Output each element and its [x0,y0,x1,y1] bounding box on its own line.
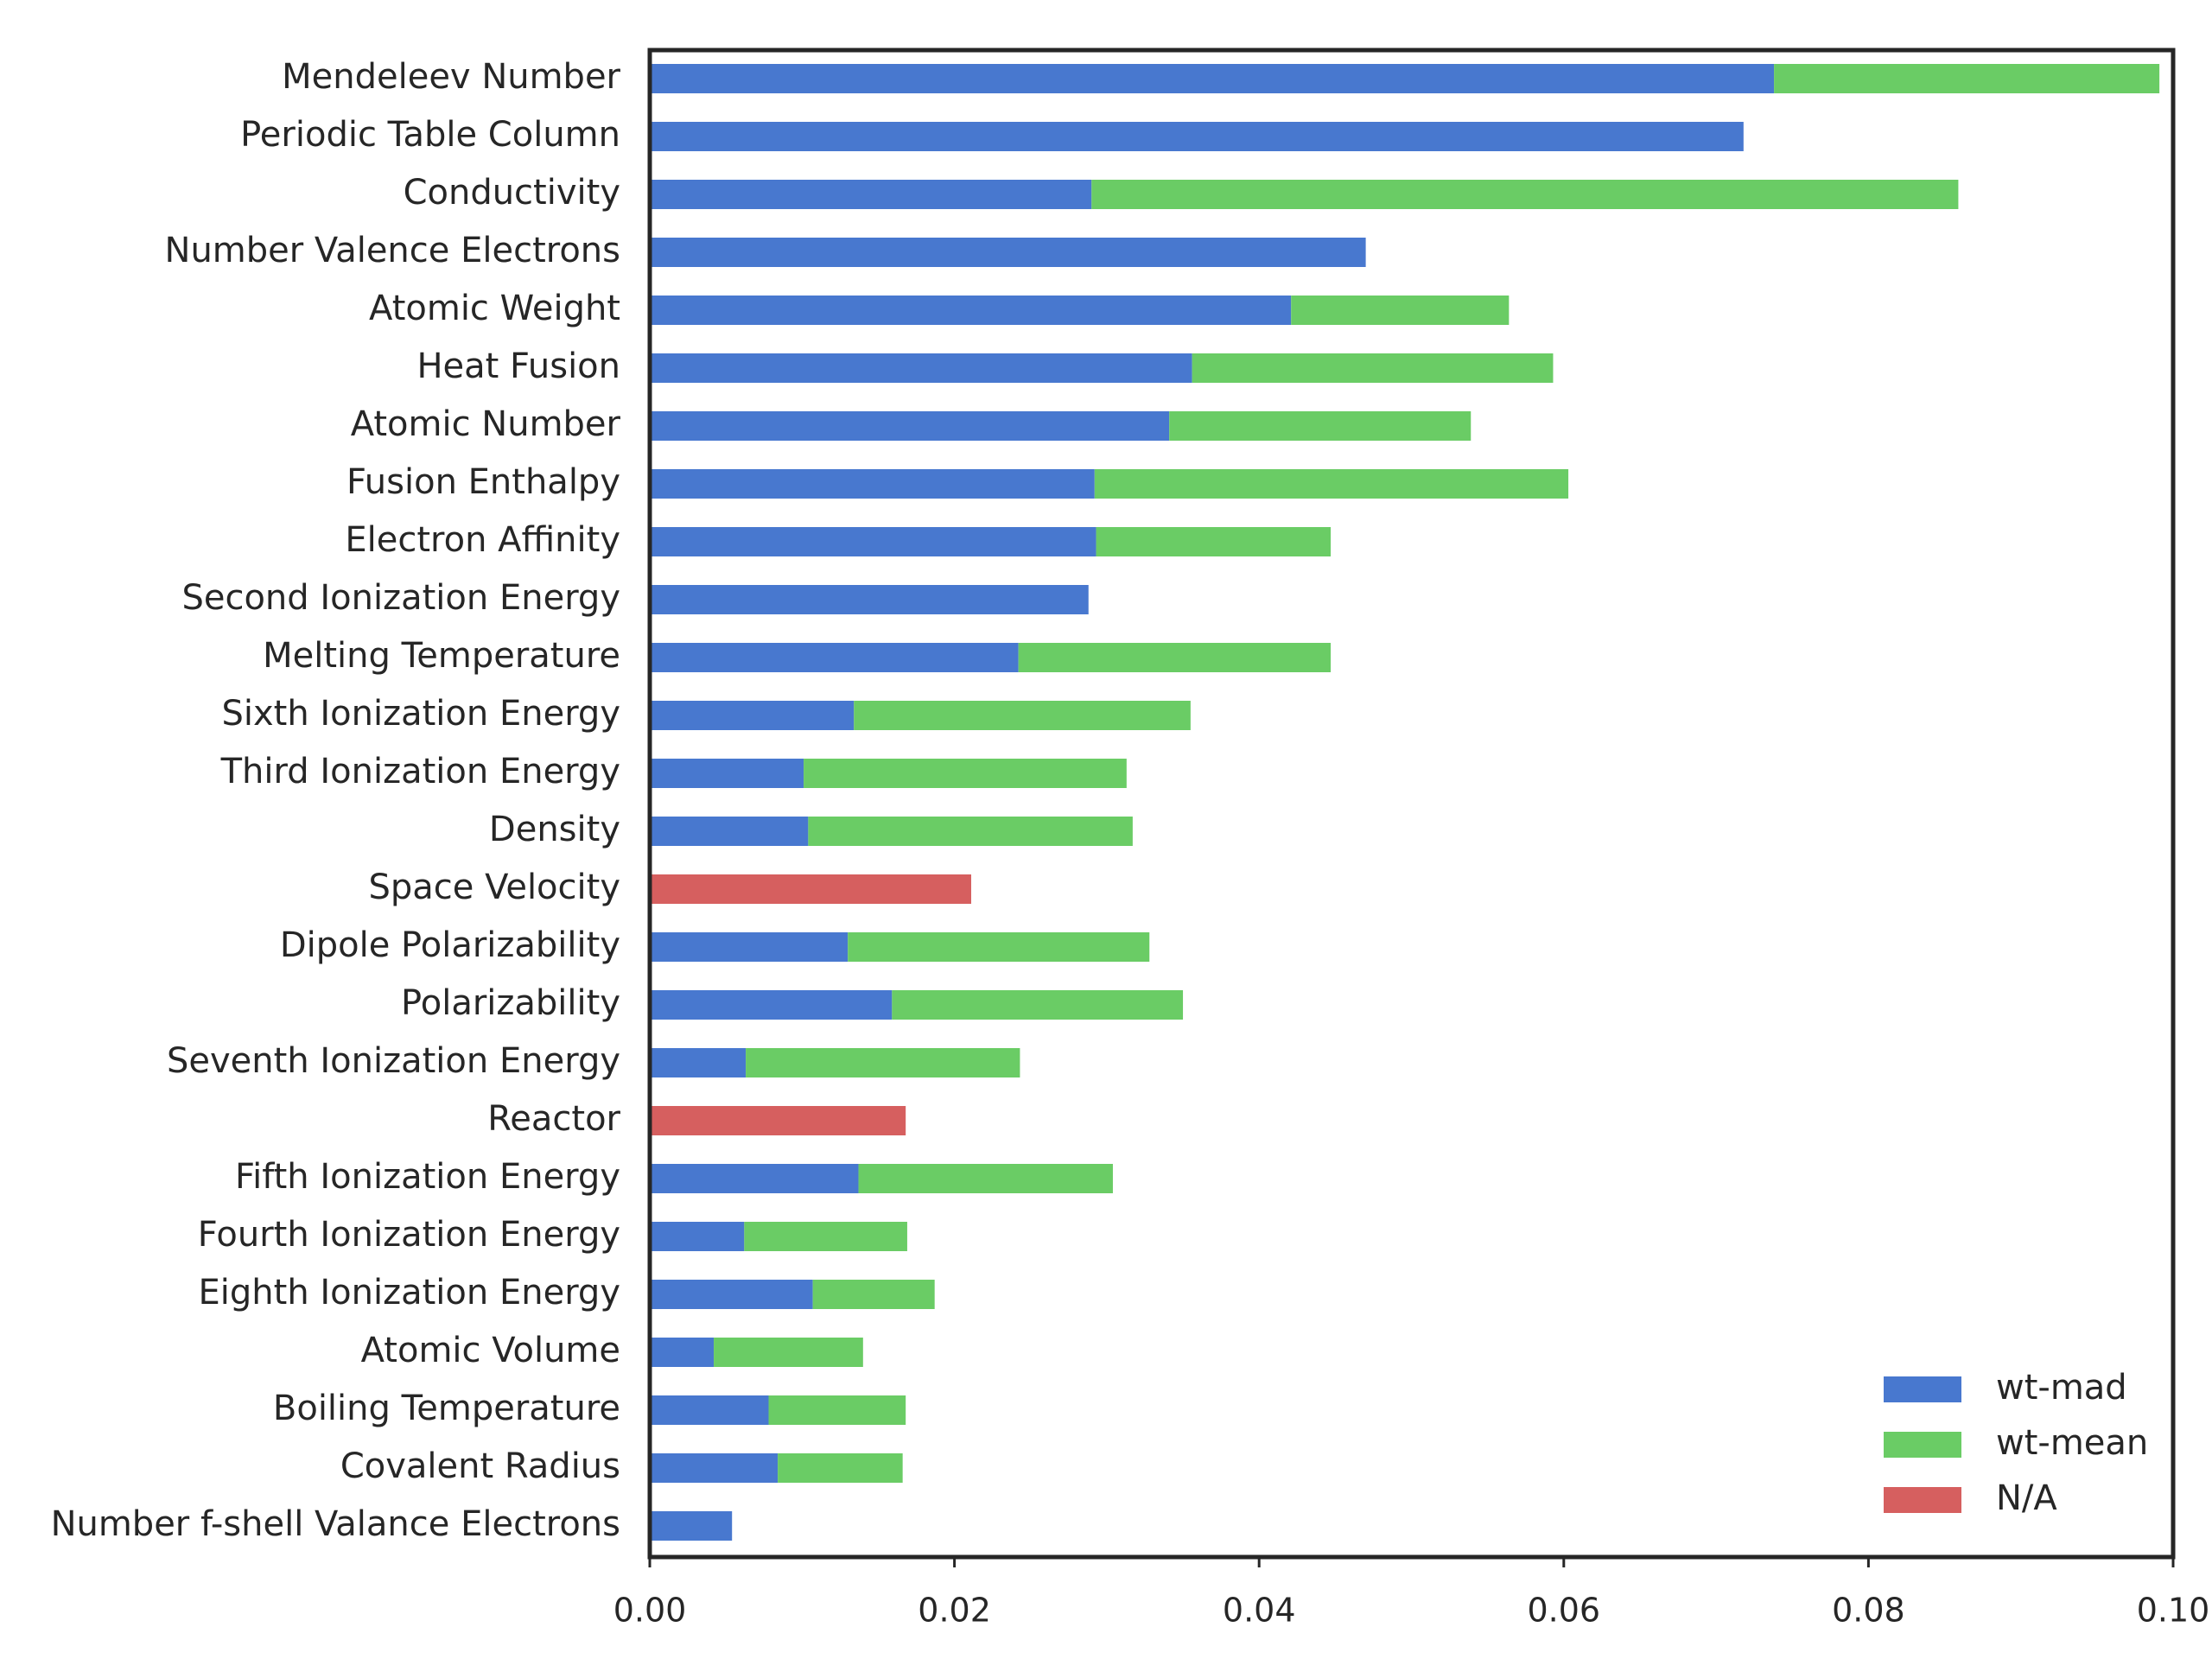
y-tick-label-atomic-volume: Atomic Volume [361,1331,620,1370]
bar-wt-mad-third-ionization-energy [650,759,804,788]
bar-wt-mad-sixth-ionization-energy [650,701,855,730]
x-tick-label: 0.00 [613,1592,687,1630]
bar-wt-mean-fusion-enthalpy [1094,469,1569,499]
legend-swatch-wt-mad [1884,1376,1961,1402]
legend-label-wt-mad: wt-mad [1996,1368,2127,1408]
bar-wt-mad-number-valence-electrons [650,238,1366,267]
legend-label-n-a: N/A [1996,1478,2057,1518]
bar-wt-mean-seventh-ionization-energy [746,1048,1020,1077]
bar-wt-mad-density [650,817,809,846]
x-tick-label: 0.02 [918,1592,991,1630]
bar-wt-mean-atomic-weight [1291,296,1510,325]
y-tick-label-fourth-ionization-energy: Fourth Ionization Energy [198,1215,620,1255]
x-ticks: 0.00 0.02 0.04 0.06 0.08 0.10 [613,1557,2210,1630]
bar-wt-mad-boiling-temperature [650,1395,769,1425]
bar-wt-mean-boiling-temperature [768,1395,906,1425]
bar-wt-mean-conductivity [1091,180,1959,209]
y-tick-label-melting-temperature: Melting Temperature [263,636,620,676]
legend-label-wt-mean: wt-mean [1996,1423,2148,1463]
bar-wt-mad-mendeleev-number [650,64,1775,93]
legend-swatch-wt-mean [1884,1432,1961,1458]
bar-wt-mean-eighth-ionization-energy [812,1280,935,1309]
y-tick-label-reactor: Reactor [487,1099,620,1139]
y-tick-labels: Mendeleev Number Periodic Table Column Con… [51,57,621,1544]
bar-wt-mean-sixth-ionization-energy [854,701,1191,730]
bar-wt-mean-atomic-volume [714,1338,863,1367]
plot-frame [647,48,2176,1560]
bar-wt-mad-fourth-ionization-energy [650,1222,745,1251]
y-tick-label-mendeleev-number: Mendeleev Number [282,57,620,97]
bar-wt-mad-number-f-shell-valance-electrons [650,1511,733,1541]
bar-wt-mean-atomic-number [1169,411,1471,441]
y-tick-label-boiling-temperature: Boiling Temperature [273,1389,620,1428]
x-tick-label: 0.06 [1527,1592,1600,1630]
bar-wt-mad-second-ionization-energy [650,585,1089,614]
bar-wt-mad-heat-fusion [650,353,1192,383]
bar-wt-mean-dipole-polarizability [848,932,1150,962]
y-tick-label-third-ionization-energy: Third Ionization Energy [220,752,620,791]
bars-layer [650,64,2160,1541]
bar-wt-mean-electron-affinity [1096,527,1332,556]
bar-wt-mean-density [808,817,1133,846]
bar-wt-mad-atomic-weight [650,296,1292,325]
bar-wt-mad-melting-temperature [650,643,1019,672]
y-tick-label-fusion-enthalpy: Fusion Enthalpy [346,462,620,502]
y-tick-label-number-valence-electrons: Number Valence Electrons [165,231,620,270]
y-tick-label-number-f-shell-valance-electrons: Number f-shell Valance Electrons [51,1504,620,1544]
y-tick-label-heat-fusion: Heat Fusion [416,346,620,386]
bar-wt-mad-covalent-radius [650,1453,779,1483]
y-tick-label-second-ionization-energy: Second Ionization Energy [181,578,620,618]
y-tick-label-polarizability: Polarizability [401,983,620,1023]
bar-wt-mean-heat-fusion [1192,353,1554,383]
bar-wt-mad-seventh-ionization-energy [650,1048,747,1077]
bar-wt-mean-mendeleev-number [1774,64,2160,93]
legend: wt-mad wt-mean N/A [1884,1368,2148,1518]
bar-wt-mad-dipole-polarizability [650,932,849,962]
bar-n-a-space-velocity [650,874,971,904]
y-tick-label-eighth-ionization-energy: Eighth Ionization Energy [199,1273,621,1313]
y-tick-label-electron-affinity: Electron Affinity [345,520,620,560]
bar-wt-mad-atomic-number [650,411,1170,441]
y-tick-label-density: Density [489,810,620,849]
y-tick-label-conductivity: Conductivity [404,173,620,213]
bar-wt-mean-covalent-radius [778,1453,903,1483]
bar-wt-mean-fourth-ionization-energy [744,1222,907,1251]
bar-wt-mad-fusion-enthalpy [650,469,1095,499]
y-tick-label-fifth-ionization-energy: Fifth Ionization Energy [235,1157,620,1197]
bar-wt-mad-conductivity [650,180,1092,209]
y-tick-label-seventh-ionization-energy: Seventh Ionization Energy [167,1041,620,1081]
x-tick-label: 0.10 [2137,1592,2210,1630]
y-tick-label-periodic-table-column: Periodic Table Column [240,115,620,155]
bar-wt-mad-fifth-ionization-energy [650,1164,859,1193]
bar-wt-mad-electron-affinity [650,527,1096,556]
x-tick-label: 0.04 [1223,1592,1296,1630]
x-tick-label: 0.08 [1832,1592,1905,1630]
y-tick-label-sixth-ionization-energy: Sixth Ionization Energy [221,694,620,734]
bar-n-a-reactor [650,1106,906,1135]
bar-wt-mean-fifth-ionization-energy [858,1164,1113,1193]
y-tick-label-covalent-radius: Covalent Radius [340,1446,620,1486]
bar-wt-mean-polarizability [892,990,1184,1020]
y-tick-label-atomic-weight: Atomic Weight [369,289,620,328]
bar-wt-mean-third-ionization-energy [804,759,1127,788]
bar-wt-mad-eighth-ionization-energy [650,1280,813,1309]
bar-wt-mad-atomic-volume [650,1338,715,1367]
bar-wt-mad-polarizability [650,990,893,1020]
y-tick-label-dipole-polarizability: Dipole Polarizability [280,925,620,965]
bar-wt-mad-periodic-table-column [650,122,1744,151]
y-tick-label-space-velocity: Space Velocity [368,868,620,907]
legend-swatch-n-a [1884,1487,1961,1513]
y-tick-label-atomic-number: Atomic Number [351,404,621,444]
bar-wt-mean-melting-temperature [1018,643,1332,672]
